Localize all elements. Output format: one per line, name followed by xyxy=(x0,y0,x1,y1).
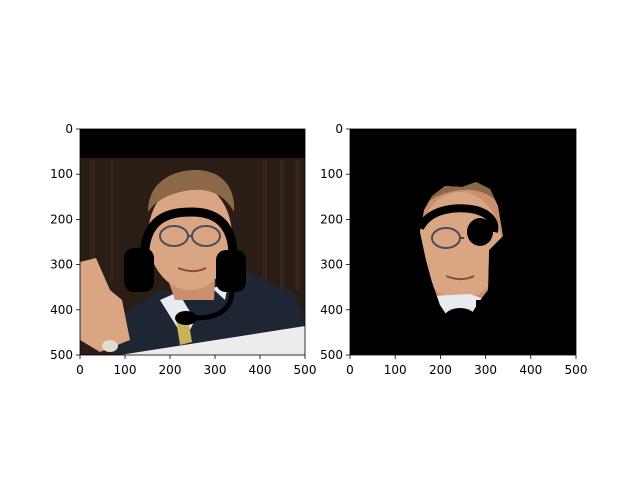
right-x-tick-label: 200 xyxy=(429,363,452,377)
right-y-tick-label: 500 xyxy=(320,348,343,362)
right-x-tick-label: 400 xyxy=(519,363,542,377)
left-image xyxy=(80,129,305,355)
left-x-tick-label: 400 xyxy=(249,363,272,377)
right-image xyxy=(350,129,576,355)
left-y-tick-label: 200 xyxy=(50,212,73,226)
left-y-tick-label: 500 xyxy=(50,348,73,362)
right-axes-frame xyxy=(349,128,577,356)
left-x-tick-label: 500 xyxy=(294,363,317,377)
right-x-tick-label: 300 xyxy=(474,363,497,377)
right-y-tick-label: 400 xyxy=(320,303,343,317)
left-x-tick-label: 200 xyxy=(159,363,182,377)
right-y-tick-label: 0 xyxy=(335,122,343,136)
left-axes-frame xyxy=(79,128,306,356)
left-y-tick-label: 0 xyxy=(65,122,73,136)
right-y-tick-label: 100 xyxy=(320,167,343,181)
right-x-tick-label: 100 xyxy=(384,363,407,377)
left-x-tick-label: 100 xyxy=(114,363,137,377)
right-x-tick-label: 500 xyxy=(565,363,588,377)
left-y-tick-label: 100 xyxy=(50,167,73,181)
left-x-tick-label: 0 xyxy=(76,363,84,377)
left-y-tick-label: 400 xyxy=(50,303,73,317)
right-x-tick-label: 0 xyxy=(346,363,354,377)
left-y-tick-label: 300 xyxy=(50,258,73,272)
left-x-tick-label: 300 xyxy=(204,363,227,377)
right-y-tick-label: 200 xyxy=(320,212,343,226)
right-y-tick-label: 300 xyxy=(320,258,343,272)
